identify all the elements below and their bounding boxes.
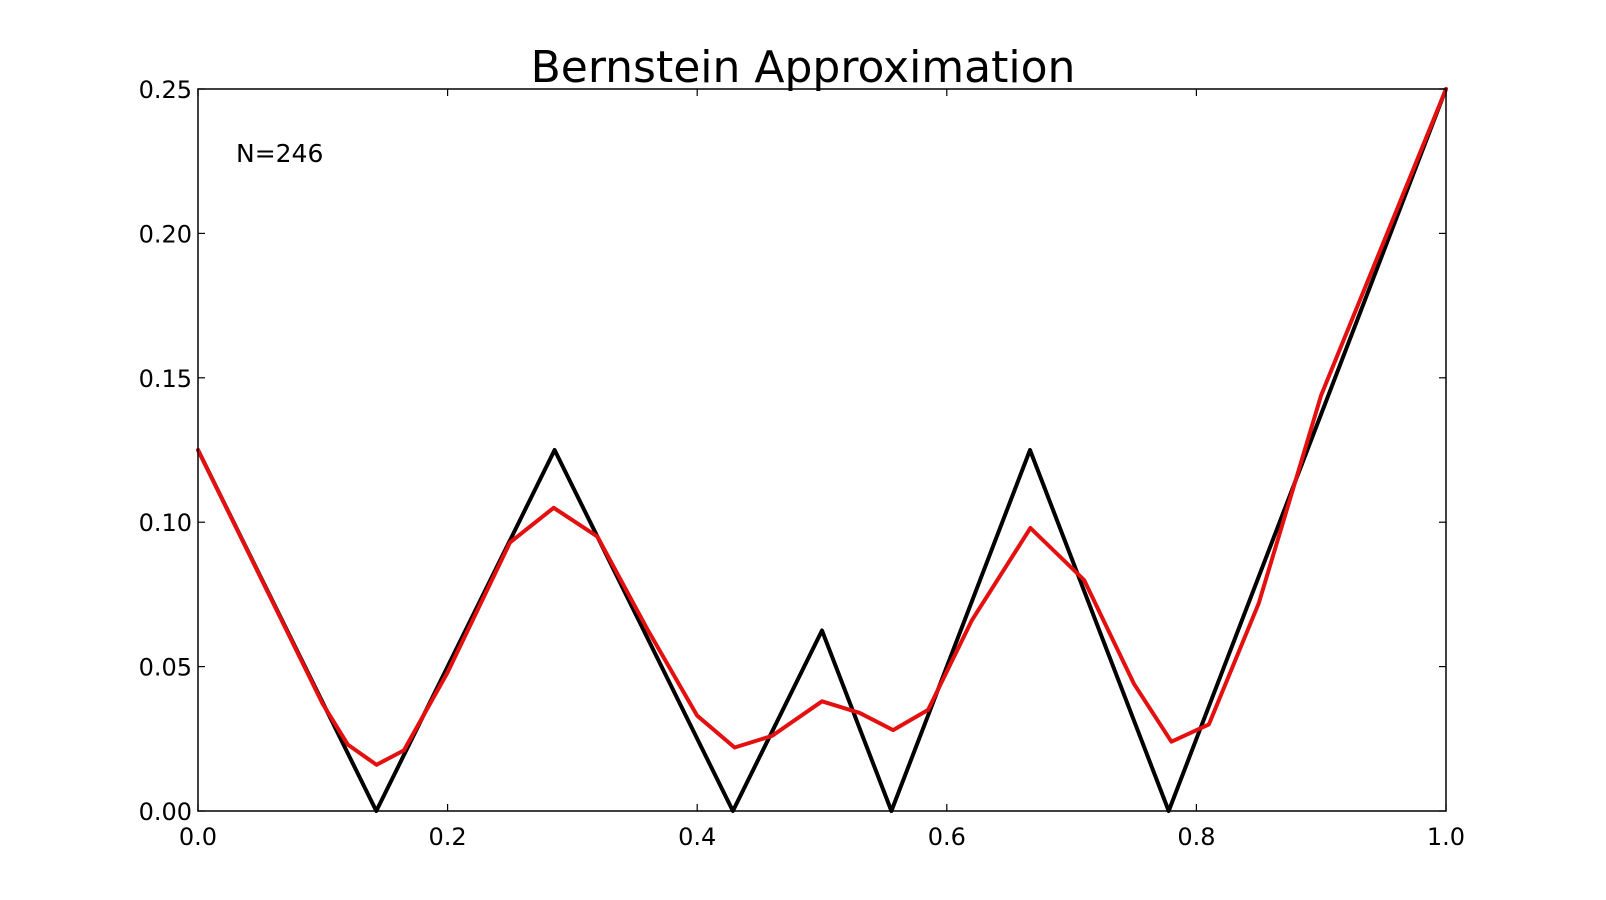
plot-frame (197, 88, 1447, 812)
y-tick-label: 0.00 (139, 798, 192, 826)
x-tick-label: 0.2 (429, 823, 467, 851)
y-tick-label: 0.05 (139, 654, 192, 682)
y-tick-label: 0.25 (139, 76, 192, 104)
n-annotation: N=246 (236, 139, 323, 168)
x-tick-label: 0.6 (928, 823, 966, 851)
y-tick-label: 0.10 (139, 509, 192, 537)
ticks-layer: 0.0 0.2 0.4 0.6 0.8 1.0 0.00 0.05 0.10 0.15 0.20 0.… (139, 76, 1466, 851)
x-tick-label: 1.0 (1427, 823, 1465, 851)
x-tick-label: 0.8 (1177, 823, 1215, 851)
chart-title: Bernstein Approximation (531, 42, 1076, 93)
y-tick-label: 0.15 (139, 365, 192, 393)
x-tick-label: 0.4 (678, 823, 716, 851)
series-layer (196, 87, 1448, 813)
series-line-1 (196, 87, 1448, 767)
x-tick-label: 0.0 (179, 823, 217, 851)
y-tick-label: 0.20 (139, 220, 192, 248)
